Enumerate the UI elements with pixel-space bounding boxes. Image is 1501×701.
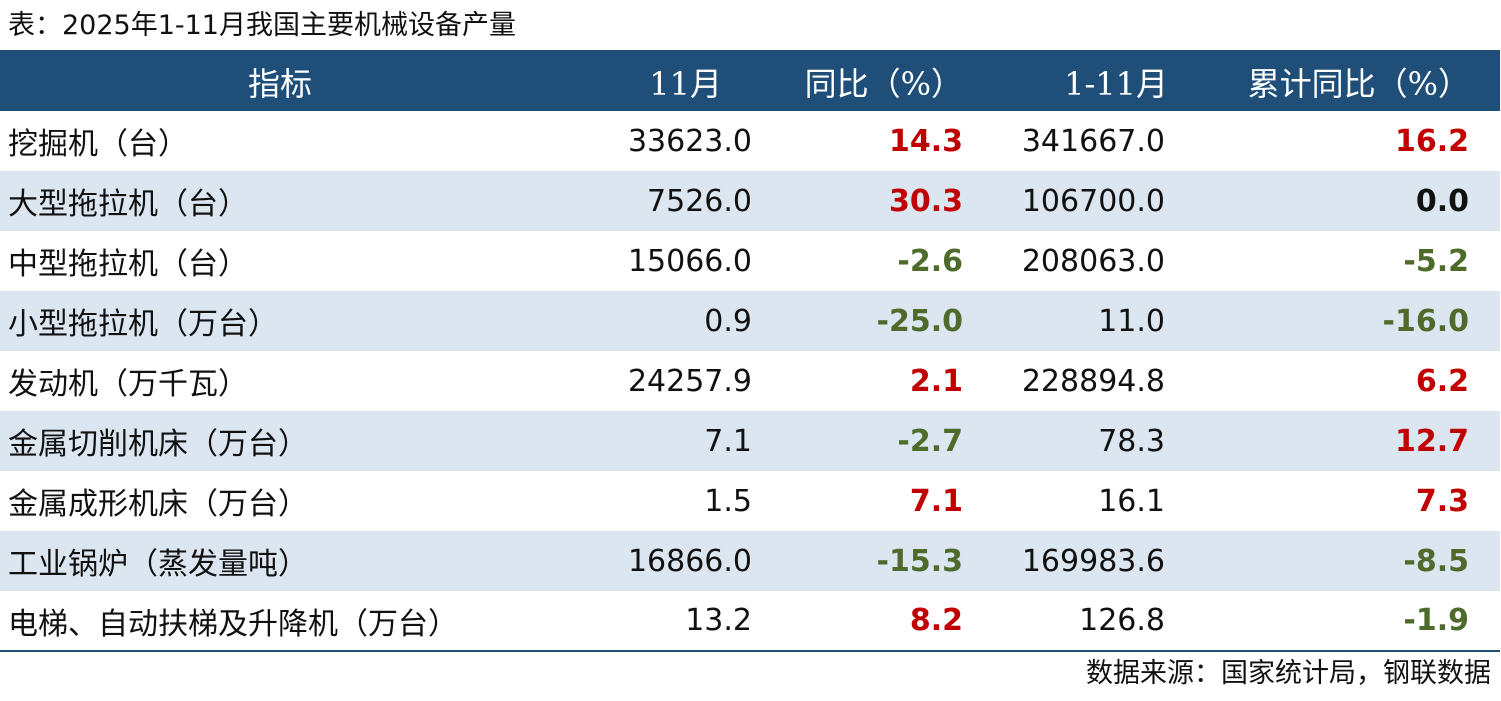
table-row: 金属切削机床（万台） 7.1 -2.7 78.3 12.7 <box>0 411 1500 471</box>
row-cumulative-value: 126.8 <box>975 591 1200 652</box>
table-row: 大型拖拉机（台） 7526.0 30.3 106700.0 0.0 <box>0 171 1500 231</box>
row-cumulative-yoy-value: 0.0 <box>1415 183 1469 219</box>
row-cumulative-yoy-value: -1.9 <box>1200 591 1500 652</box>
table-row: 电梯、自动扶梯及升降机（万台） 13.2 8.2 126.8 -1.9 <box>0 591 1500 652</box>
row-yoy-value: 7.1 <box>909 483 963 519</box>
row-cumulative-value: 16.1 <box>1098 483 1165 519</box>
row-cumulative-yoy-value: 6.2 <box>1415 363 1469 399</box>
row-november-value: 7.1 <box>704 423 752 459</box>
row-indicator: 金属成形机床（万台） <box>8 487 308 522</box>
row-cumulative-value: 228894.8 <box>1021 363 1165 399</box>
row-yoy-value: -15.3 <box>876 543 963 579</box>
row-indicator: 中型拖拉机（台） <box>8 247 248 282</box>
row-indicator: 电梯、自动扶梯及升降机（万台） <box>0 591 560 652</box>
row-cumulative-value: 11.0 <box>1098 303 1165 339</box>
header-november: 11月 <box>560 50 760 111</box>
row-yoy-value: 14.3 <box>888 123 963 159</box>
row-yoy-value: 30.3 <box>888 183 963 219</box>
row-november-value: 13.2 <box>560 591 760 652</box>
row-november-value: 24257.9 <box>627 363 752 399</box>
row-yoy-value: -2.7 <box>897 423 963 459</box>
row-cumulative-yoy-value: -16.0 <box>1382 303 1469 339</box>
row-november-value: 15066.0 <box>627 243 752 279</box>
row-cumulative-value: 169983.6 <box>1021 543 1165 579</box>
row-yoy-value: 8.2 <box>760 591 975 652</box>
row-indicator: 小型拖拉机（万台） <box>8 307 278 342</box>
row-cumulative-value: 208063.0 <box>1021 243 1165 279</box>
table-header-row: 指标 11月 同比（%） 1-11月 累计同比（%） <box>0 50 1500 111</box>
row-cumulative-yoy-value: 12.7 <box>1394 423 1469 459</box>
row-november-value: 33623.0 <box>627 123 752 159</box>
table-row: 小型拖拉机（万台） 0.9 -25.0 11.0 -16.0 <box>0 291 1500 351</box>
row-yoy-value: 2.1 <box>909 363 963 399</box>
row-cumulative-yoy-value: -8.5 <box>1403 543 1469 579</box>
row-november-value: 16866.0 <box>627 543 752 579</box>
row-november-value: 1.5 <box>704 483 752 519</box>
table-row: 中型拖拉机（台） 15066.0 -2.6 208063.0 -5.2 <box>0 231 1500 291</box>
header-jan-nov: 1-11月 <box>975 50 1200 111</box>
row-indicator: 发动机（万千瓦） <box>8 367 248 402</box>
production-table: 指标 11月 同比（%） 1-11月 累计同比（%） 挖掘机（台） 33623.… <box>0 50 1500 652</box>
row-cumulative-yoy-value: 7.3 <box>1415 483 1469 519</box>
row-indicator: 大型拖拉机（台） <box>8 187 248 222</box>
row-november-value: 7526.0 <box>647 183 752 219</box>
row-november-value: 0.9 <box>704 303 752 339</box>
row-cumulative-value: 78.3 <box>1098 423 1165 459</box>
row-indicator: 工业锅炉（蒸发量吨） <box>8 547 308 582</box>
row-cumulative-value: 341667.0 <box>1021 123 1165 159</box>
row-cumulative-value: 106700.0 <box>1021 183 1165 219</box>
table-row: 挖掘机（台） 33623.0 14.3 341667.0 16.2 <box>0 111 1500 171</box>
row-indicator: 挖掘机（台） <box>8 127 188 162</box>
header-yoy: 同比（%） <box>760 50 975 111</box>
table-row: 金属成形机床（万台） 1.5 7.1 16.1 7.3 <box>0 471 1500 531</box>
data-source-note: 数据来源：国家统计局，钢联数据 <box>1086 658 1491 689</box>
table-row: 工业锅炉（蒸发量吨） 16866.0 -15.3 169983.6 -8.5 <box>0 531 1500 591</box>
row-yoy-value: -2.6 <box>897 243 963 279</box>
table-row: 发动机（万千瓦） 24257.9 2.1 228894.8 6.2 <box>0 351 1500 411</box>
header-cumulative-yoy: 累计同比（%） <box>1200 50 1500 111</box>
row-cumulative-yoy-value: -5.2 <box>1403 243 1469 279</box>
row-indicator: 金属切削机床（万台） <box>8 427 308 462</box>
table-title: 表：2025年1-11月我国主要机械设备产量 <box>8 10 516 41</box>
row-yoy-value: -25.0 <box>876 303 963 339</box>
header-indicator: 指标 <box>0 50 560 111</box>
row-cumulative-yoy-value: 16.2 <box>1394 123 1469 159</box>
